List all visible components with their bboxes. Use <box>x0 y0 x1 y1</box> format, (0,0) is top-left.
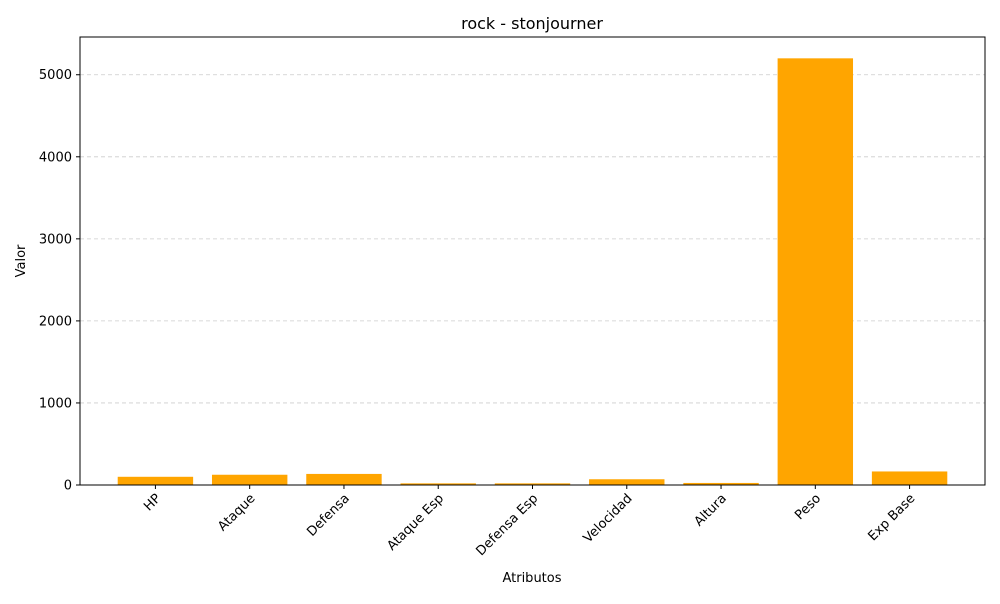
bar-ataque-esp <box>400 483 476 485</box>
x-axis-ticks: HP Ataque Defensa Ataque Esp Defensa Esp Velo… <box>141 485 918 559</box>
bar-hp <box>117 476 194 485</box>
y-tick-label: 3000 <box>39 232 72 247</box>
x-tick-label: Exp Base <box>865 491 918 544</box>
x-tick-label: Ataque Esp <box>384 491 447 554</box>
y-axis-ticks: 0 1000 2000 3000 4000 5000 <box>39 68 80 494</box>
x-tick-label: HP <box>141 491 164 514</box>
bar-defensa-esp <box>494 483 571 485</box>
bar-altura <box>683 482 759 485</box>
x-tick-label: Defensa Esp <box>473 491 541 559</box>
y-tick-label: 0 <box>64 479 72 494</box>
y-axis-label: Valor <box>14 244 29 277</box>
x-tick-label: Ataque <box>215 491 258 534</box>
bar-exp-base <box>871 471 948 485</box>
y-tick-label: 4000 <box>39 150 72 165</box>
chart-title: rock - stonjourner <box>461 14 603 33</box>
bar-velocidad <box>589 479 665 485</box>
y-tick-label: 2000 <box>39 314 72 329</box>
bar-ataque <box>211 474 288 485</box>
bar-peso <box>777 58 854 485</box>
x-tick-label: Altura <box>692 491 730 529</box>
y-tick-label: 5000 <box>39 68 72 83</box>
x-tick-label: Defensa <box>304 491 352 539</box>
bar-defensa <box>306 473 382 485</box>
y-tick-label: 1000 <box>39 396 72 411</box>
gridlines <box>80 74 985 404</box>
bars <box>117 58 948 485</box>
x-axis-label: Atributos <box>502 571 561 586</box>
x-tick-label: Velocidad <box>581 491 636 546</box>
x-tick-label: Peso <box>792 491 824 523</box>
